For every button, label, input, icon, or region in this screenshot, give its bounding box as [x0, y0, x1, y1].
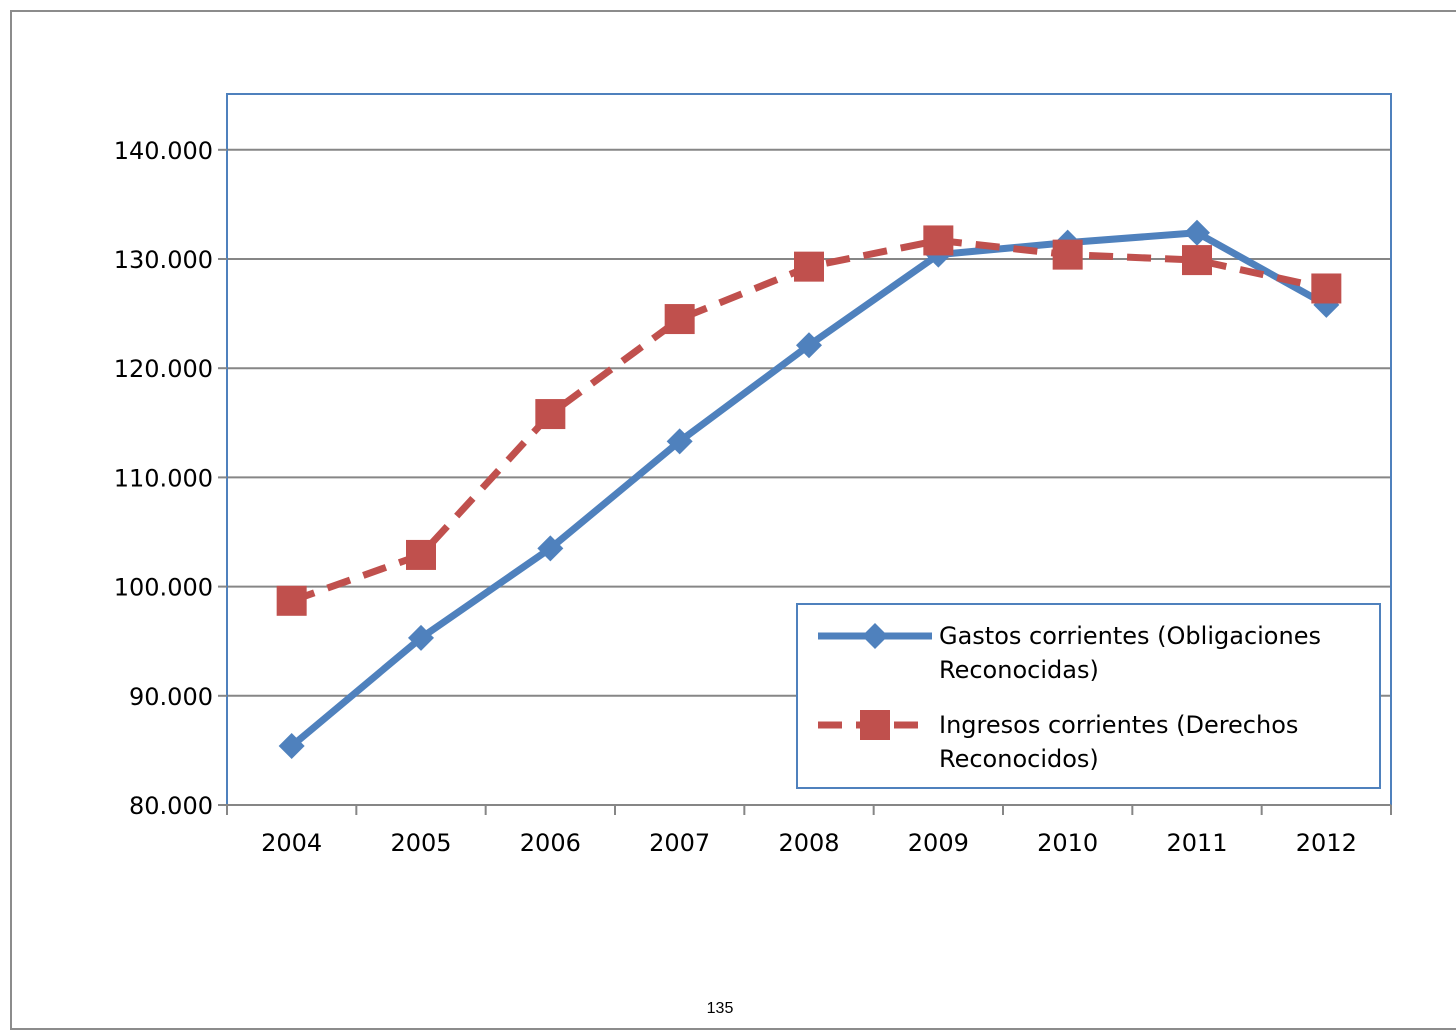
data-point	[923, 225, 954, 256]
data-point	[666, 428, 693, 455]
x-tick-label: 2011	[1166, 829, 1227, 857]
data-point	[796, 332, 822, 359]
x-tick-label: 2010	[1037, 829, 1098, 857]
axes: 80.000 90.000 100.000 110.000 120.000 130.000…	[114, 137, 1392, 857]
data-point	[408, 624, 434, 651]
y-tick-label: 100.000	[114, 574, 213, 602]
y-tick-label: 80.000	[129, 792, 213, 820]
data-point	[1052, 239, 1083, 270]
y-tick-label: 120.000	[114, 355, 213, 383]
legend-entry-2: Ingresos corrientes (Derechos Reconocidos…	[818, 710, 1298, 773]
data-point	[1182, 245, 1212, 276]
data-point	[278, 733, 305, 760]
data-point	[664, 304, 695, 335]
legend-label: Gastos corrientes (Obligaciones	[939, 622, 1321, 650]
data-point	[1311, 273, 1342, 304]
legend-label: Reconocidas)	[939, 656, 1099, 684]
y-tick-label: 110.000	[114, 464, 213, 492]
x-tick-label: 2005	[390, 829, 451, 857]
data-point	[537, 535, 564, 562]
data-point	[406, 539, 436, 570]
legend-entry-1: Gastos corrientes (Obligaciones Reconocid…	[818, 622, 1321, 684]
y-tick-label: 130.000	[114, 246, 213, 274]
legend-label: Ingresos corrientes (Derechos	[939, 711, 1298, 739]
data-point	[535, 399, 566, 430]
data-point	[1184, 219, 1210, 246]
x-tick-label: 2006	[520, 829, 581, 857]
x-tick-label: 2004	[261, 829, 322, 857]
legend-marker	[862, 623, 888, 649]
series-line	[290, 236, 1328, 605]
legend-marker	[860, 710, 890, 740]
x-tick-label: 2007	[649, 829, 710, 857]
y-tick-label: 140.000	[114, 137, 213, 165]
series-2	[276, 225, 1342, 616]
x-tick-label: 2012	[1296, 829, 1357, 857]
x-tick-label: 2008	[778, 829, 839, 857]
y-tick-label: 90.000	[129, 683, 213, 711]
data-point	[794, 251, 824, 282]
x-tick-label: 2009	[908, 829, 969, 857]
series	[276, 219, 1342, 760]
legend: Gastos corrientes (Obligaciones Reconocid…	[796, 603, 1381, 789]
data-point	[276, 585, 307, 616]
legend-label: Reconocidos)	[939, 745, 1099, 773]
page-number: 135	[706, 1000, 734, 1017]
